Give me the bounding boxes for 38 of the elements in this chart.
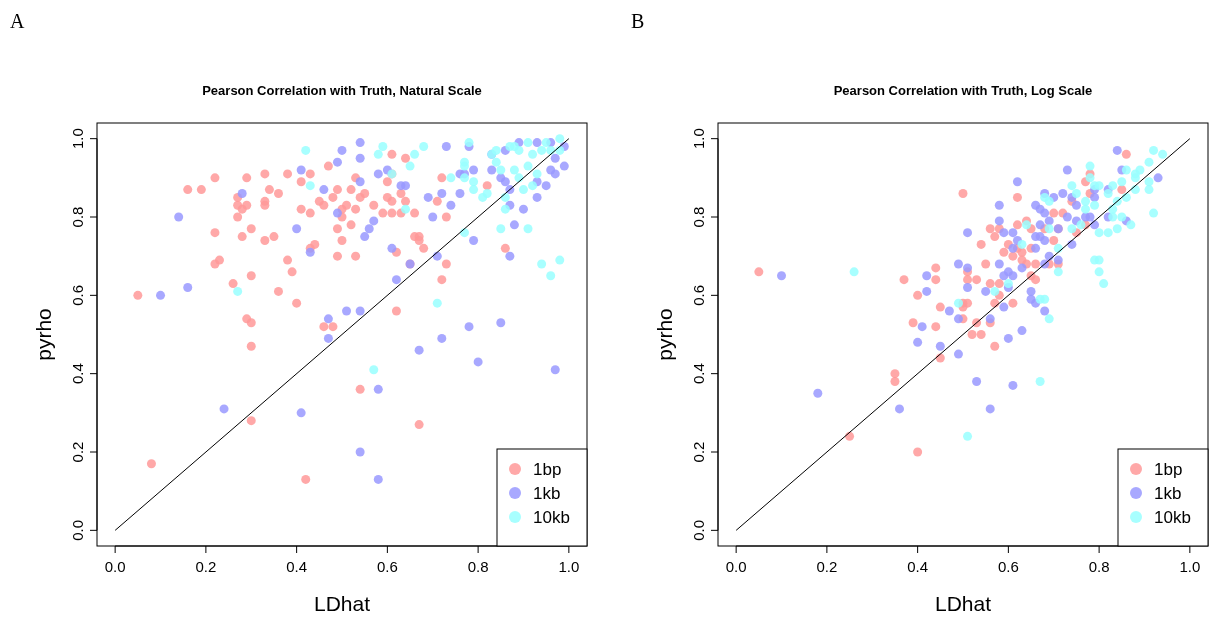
y-tick-label: 0.6 (690, 284, 707, 306)
legend-label: 10kb (533, 508, 570, 527)
y-tick-label: 0.4 (690, 363, 707, 385)
y-axis-title: pyrho (653, 308, 676, 361)
legend-label: 1bp (1154, 460, 1183, 479)
x-tick-label: 0.6 (376, 558, 398, 575)
x-tick-label: 1.0 (558, 558, 580, 575)
text: B (631, 10, 645, 32)
legend-label: 1kb (533, 484, 561, 503)
x-tick-label: 0.8 (1088, 558, 1110, 575)
y-tick-label: 1.0 (690, 128, 707, 150)
x-tick-label: 0.0 (104, 558, 126, 575)
x-tick-label: 1.0 (1179, 558, 1201, 575)
chart-title: Pearson Correlation with Truth, Log Scale (833, 83, 1093, 98)
y-tick-label: 0.0 (690, 519, 707, 541)
y-tick-label: 0.2 (690, 441, 707, 463)
x-tick-label: 0.4 (286, 558, 308, 575)
y-axis-title: pyrho (32, 308, 55, 361)
y-tick-label: 0.8 (69, 206, 86, 228)
legend-label: 1kb (1154, 484, 1182, 503)
legend-label: 10kb (1154, 508, 1191, 527)
y-tick-label: 0.0 (69, 519, 86, 541)
y-tick-label: 0.8 (690, 206, 707, 228)
x-tick-label: 0.2 (195, 558, 217, 575)
y-tick-label: 0.6 (69, 284, 86, 306)
x-axis-title: LDhat (313, 592, 371, 615)
x-tick-label: 0.2 (816, 558, 838, 575)
x-tick-label: 0.8 (467, 558, 489, 575)
x-axis-title: LDhat (934, 592, 992, 615)
x-tick-label: 0.6 (997, 558, 1019, 575)
x-tick-label: 0.4 (907, 558, 929, 575)
x-tick-label: 0.0 (725, 558, 747, 575)
text: A (10, 10, 25, 32)
legend-label: 1bp (533, 460, 562, 479)
chart-title: Pearson Correlation with Truth, Natural Scale (202, 83, 482, 98)
y-tick-label: 0.4 (69, 363, 86, 385)
y-tick-label: 1.0 (69, 128, 86, 150)
y-tick-label: 0.2 (69, 441, 86, 463)
